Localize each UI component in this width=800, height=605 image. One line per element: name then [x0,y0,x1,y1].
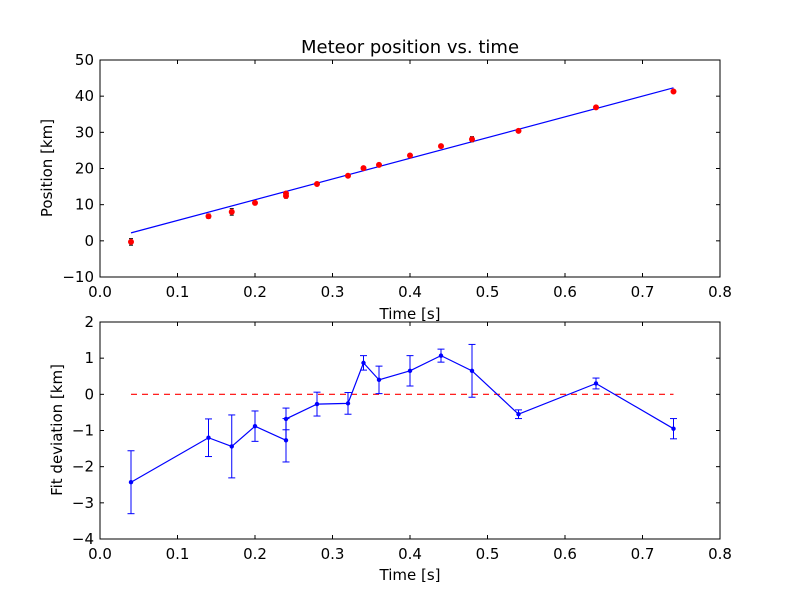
data-point [128,480,134,485]
data-point [283,190,289,197]
data-point [360,165,367,172]
data-point [515,127,522,134]
x-tick-labels: 0.0 0.1 0.2 0.3 0.4 0.5 0.6 0.7 0.8 [88,283,732,301]
x-tick-label: 0.8 [708,283,732,301]
data-point [407,368,413,374]
y-tick-labels: −4 −3 −2 −1 0 1 2 [72,313,94,548]
x-tick-label: 0.5 [476,283,500,301]
y-tick-label: −3 [72,494,94,512]
y-tick-label: 0 [84,385,94,403]
deviation-plot: Time [s] Fit deviation [km] 0.0 0.1 0.2 0.3… [48,313,732,584]
data-point [252,199,258,206]
x-tick-label: 0.2 [243,283,267,301]
data-point [229,444,234,449]
fit-line [130,87,674,234]
plot-frame [99,59,721,278]
x-tick-label: 0.5 [476,545,500,563]
y-tick-label: 30 [75,123,94,141]
y-tick-label: −4 [72,530,94,548]
x-tick-label: 0.0 [88,283,112,301]
chart-title: Meteor position vs. time [301,37,519,58]
x-tick-label: 0.6 [553,283,577,301]
x-axis-label: Time [s] [379,305,441,323]
x-tick-label: 0.8 [708,545,732,563]
tick-marks [99,321,721,540]
data-point [128,238,134,245]
series-line [130,354,674,483]
data-point [205,213,212,220]
y-tick-label: 20 [75,160,94,178]
x-tick-label: 0.3 [321,283,345,301]
x-tick-label: 0.4 [398,545,422,563]
x-tick-label: 0.3 [321,545,345,563]
x-tick-label: 0.4 [398,283,422,301]
y-tick-label: −1 [72,422,94,440]
x-tick-label: 0.2 [243,545,267,563]
data-point [283,438,289,443]
position-plot: Meteor position vs. time Time [s] Positi… [38,37,732,323]
y-tick-label: 40 [75,87,94,105]
y-tick-label: 2 [84,313,94,331]
data-point [469,136,475,143]
data-point [407,152,413,159]
y-tick-label: −2 [72,458,94,476]
x-tick-label: 0.6 [553,545,577,563]
y-tick-label: 50 [75,51,94,69]
data-point [593,104,599,111]
data-point [228,208,235,215]
x-tick-label: 0.1 [166,545,190,563]
data-point [670,88,677,95]
data-point [671,426,676,431]
tick-marks [99,59,721,278]
x-axis-label: Time [s] [379,566,441,584]
y-tick-label: 10 [75,196,94,214]
data-point [376,377,382,383]
y-tick-labels: −10 0 10 20 30 40 50 [62,51,94,286]
plot-frame [99,321,721,540]
y-axis-label: Fit deviation [km] [48,364,66,496]
x-tick-label: 0.7 [631,545,655,563]
data-point [438,143,444,150]
data-point [252,423,258,429]
data-point [345,172,351,179]
data-point [376,161,382,168]
y-tick-label: 0 [84,232,94,250]
y-axis-label: Position [km] [38,119,56,217]
data-point [438,353,444,358]
data-point [314,181,320,188]
x-tick-label: 0.0 [88,545,112,563]
data-point [345,401,351,406]
x-tick-label: 0.1 [166,283,190,301]
data-point [283,416,289,422]
data-point [314,401,320,407]
data-marks [127,343,677,515]
x-tick-label: 0.7 [631,283,655,301]
data-point [361,360,366,366]
x-tick-labels: 0.0 0.1 0.2 0.3 0.4 0.5 0.6 0.7 0.8 [88,545,732,563]
data-point [469,368,475,374]
y-tick-label: −10 [62,268,94,286]
y-tick-label: 1 [84,349,94,367]
data-point [593,381,599,386]
data-point [516,412,521,417]
data-point [206,435,211,440]
data-marks [128,87,677,246]
